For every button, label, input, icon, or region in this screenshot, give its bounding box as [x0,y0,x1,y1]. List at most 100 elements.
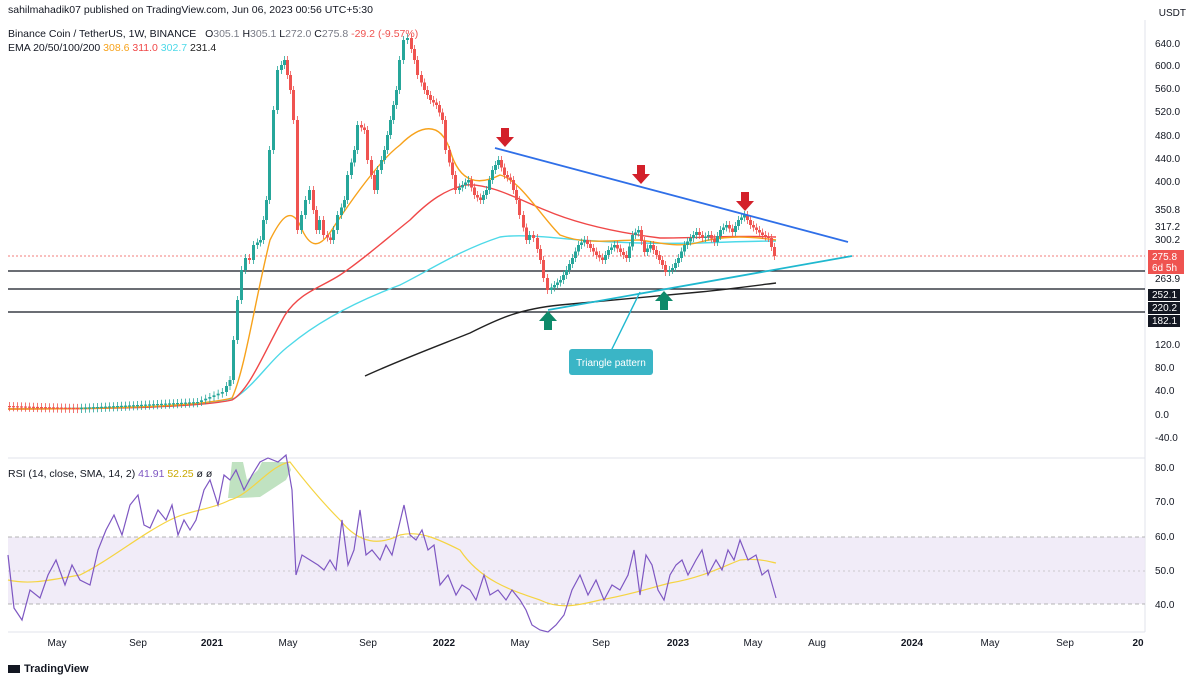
rsi-tick-label: 40.0 [1155,600,1175,611]
candle-body [164,403,167,405]
candle-body [616,245,619,249]
candle-body [689,238,692,242]
candle-body [318,220,321,230]
price-pane[interactable] [8,20,1145,455]
ema-legend[interactable]: EMA 20/50/100/200 308.6 311.0 302.7 231.… [8,42,216,54]
last-price-value: 275.8 [1152,252,1177,263]
candle-body [176,403,179,405]
time-axis[interactable]: May Sep 2021 May Sep 2022 May Sep 2023 May Aug 2024… [48,638,1144,649]
ema50-value: 311.0 [132,42,158,54]
time-tick-label: Sep [129,638,147,649]
candle-body [482,195,485,200]
time-tick-label: May [511,638,530,649]
candle-body [92,407,95,409]
candle-body [755,227,758,230]
ohlc-change: -29.2 (-9.57%) [351,28,419,40]
candle-body [707,235,710,237]
candle-countdown: 6d 5h [1152,263,1177,274]
candle-body [410,38,413,49]
candle-body [248,258,251,260]
candle-body [28,406,31,408]
candle-body [413,49,416,60]
candle-body [140,404,143,406]
rsi-legend[interactable]: RSI (14, close, SMA, 14, 2) 41.91 52.25 … [8,468,212,480]
candle-body [100,406,103,408]
candle-body [695,232,698,235]
rsi-line [7,453,777,633]
level-badge: 252.1 [1148,289,1180,301]
candle-body [184,402,187,404]
buy-arrow [539,311,557,330]
annotation-box[interactable] [569,349,653,375]
support-trendline[interactable] [547,255,853,311]
candle-body [24,406,27,408]
candle-body [476,195,479,198]
rsi-na-1: ø [196,468,203,480]
candle-body [300,215,303,230]
candle-body [152,404,155,406]
candle-body [416,60,419,75]
candle-body [329,237,332,240]
candle-body [448,150,451,163]
candle-body [628,246,631,258]
symbol-name: Binance Coin / TetherUS, 1W, BINANCE [8,28,197,40]
candle-body [265,200,268,220]
candle-body [200,400,203,402]
candle-body [120,405,123,407]
candle-body [289,75,292,90]
candle-body [764,235,767,237]
candle-body [208,397,212,399]
candle-body [553,285,556,288]
price-tick-label: 317.2 [1155,222,1180,233]
candle-body [240,270,243,300]
tradingview-logo[interactable]: TradingView [8,663,89,675]
price-tick-label: 80.0 [1155,363,1175,374]
price-tick-label: 263.9 [1155,274,1180,285]
currency-unit: USDT [1158,8,1186,19]
ema50-line [7,184,777,410]
candle-body [315,210,318,230]
candle-body [389,120,392,135]
candle-body [292,90,295,120]
candle-body [56,407,59,409]
candle-body [108,406,111,408]
candle-body [752,225,755,228]
candle-body [36,406,39,409]
candle-body [589,244,592,248]
price-tick-label: 520.0 [1155,107,1180,118]
candle-body [128,405,131,407]
candle-body [559,280,562,283]
candle-body [68,407,71,409]
time-tick-label: Sep [1056,638,1074,649]
candle-body [522,215,525,228]
candle-body [731,228,734,232]
candle-body [432,100,435,103]
candle-body [506,175,509,178]
candle-body [528,235,531,240]
publisher-line: sahilmahadik07 published on TradingView.… [8,4,373,16]
time-tick-label: 2021 [201,638,224,649]
sell-arrow [496,128,514,147]
candle-body [568,264,571,270]
candle-body [262,220,265,240]
candle-body [8,406,11,408]
symbol-legend[interactable]: Binance Coin / TetherUS, 1W, BINANCE O30… [8,28,418,40]
candle-body [467,180,470,183]
rsi-axis[interactable]: 80.0 70.0 60.0 50.0 40.0 [1155,463,1175,611]
svg-text:182.1: 182.1 [1152,316,1177,327]
candle-body [429,95,432,100]
candle-body [232,340,235,380]
candle-body [680,251,683,258]
price-axis[interactable]: 640.0 600.0 560.0 520.0 480.0 440.0 400.0 350.8… [1155,39,1180,444]
resistance-trendline[interactable] [494,147,849,243]
annotation-text: Triangle pattern [576,358,646,369]
candle-body [454,175,457,190]
candle-body [562,275,565,280]
candle-body [406,38,409,40]
price-tick-label: -40.0 [1155,433,1178,444]
ema20-value: 308.6 [103,42,130,54]
price-tick-label: 640.0 [1155,39,1180,50]
candle-body [509,177,512,180]
sell-arrow [736,192,754,211]
